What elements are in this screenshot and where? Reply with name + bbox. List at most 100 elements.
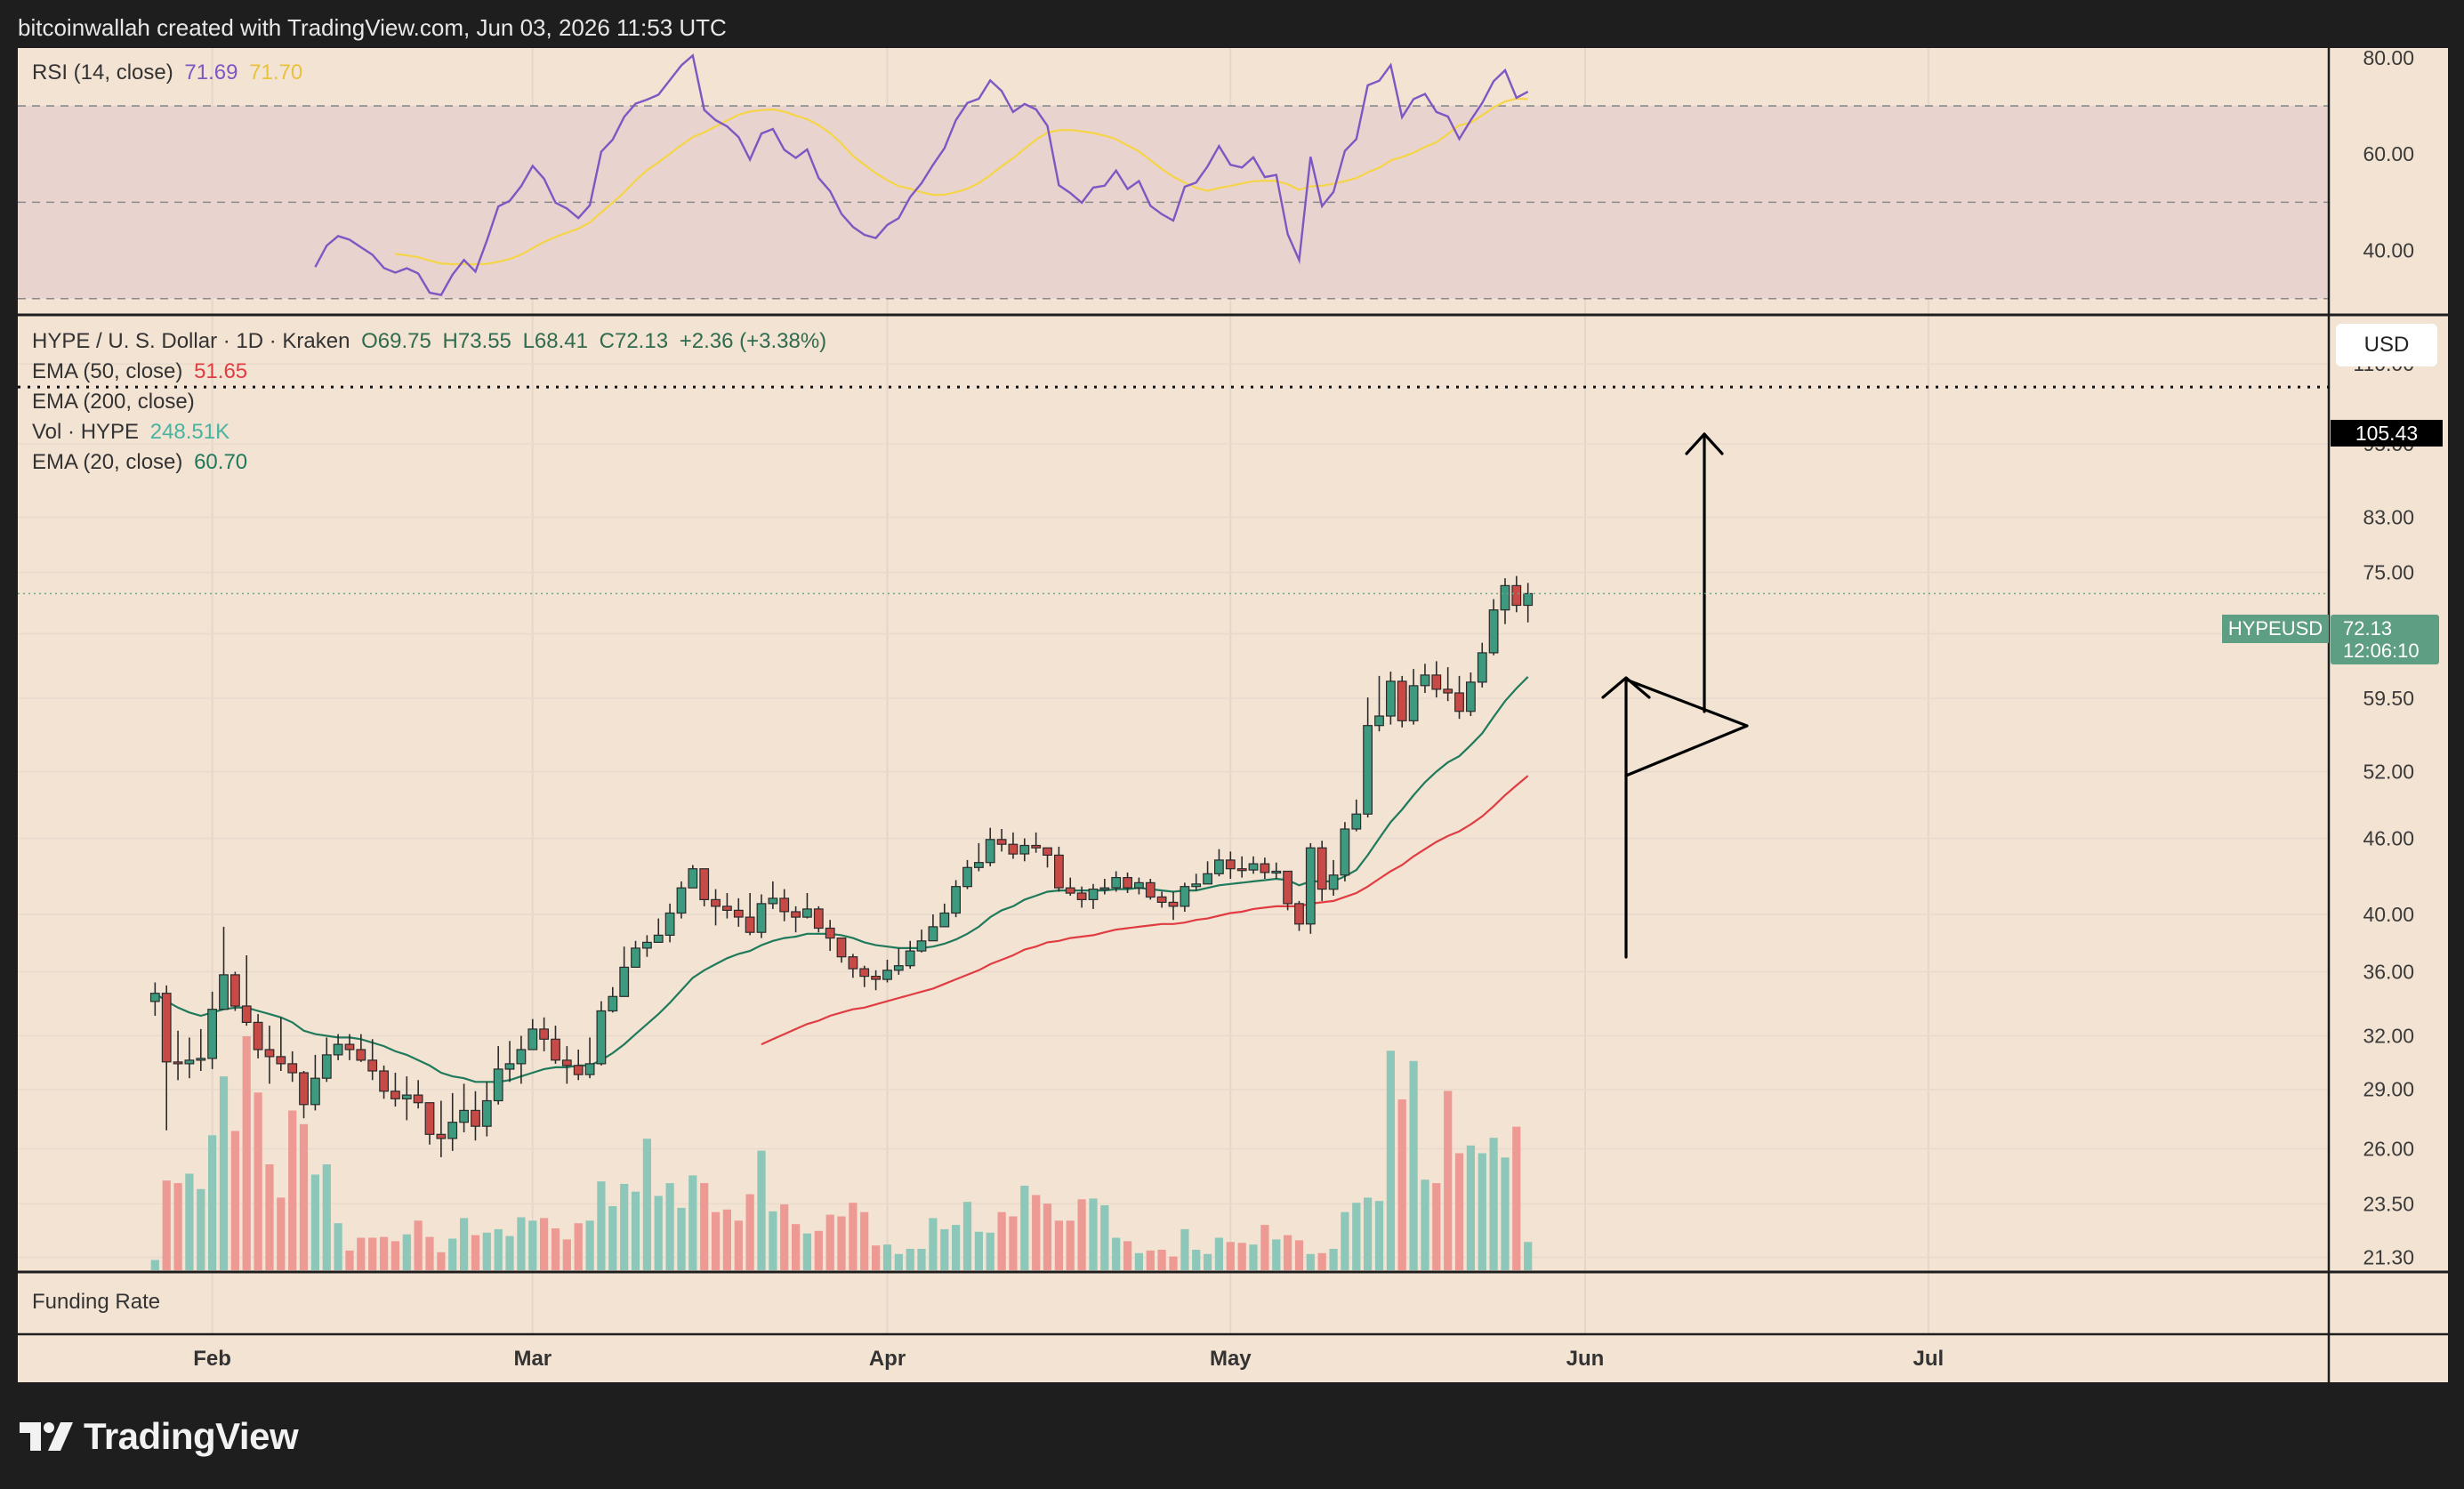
- volume-bar: [380, 1236, 389, 1270]
- candle: [424, 1102, 435, 1145]
- rsi-ma-value: 71.70: [249, 60, 303, 85]
- candle-body: [1454, 692, 1464, 712]
- volume-bar: [1214, 1237, 1223, 1270]
- candle-body: [711, 898, 721, 907]
- volume-bar: [368, 1237, 377, 1270]
- candle: [344, 1034, 355, 1060]
- currency-selector[interactable]: USD: [2336, 324, 2437, 366]
- candles: [149, 575, 1534, 1157]
- candle-body: [1317, 847, 1327, 890]
- candle-body: [471, 1109, 480, 1127]
- rsi-tick-label: 40.00: [2363, 239, 2414, 262]
- candle: [631, 940, 640, 969]
- volume-bar: [299, 1123, 309, 1270]
- candle: [219, 926, 229, 1010]
- volume-bar: [414, 1220, 423, 1270]
- candle-body: [1374, 715, 1384, 727]
- candle-body: [1213, 859, 1224, 874]
- candle: [1488, 599, 1499, 656]
- volume-bar: [173, 1183, 182, 1270]
- volume-bar: [1432, 1183, 1441, 1270]
- candle-body: [653, 934, 664, 944]
- candle-body: [664, 912, 675, 936]
- candle-body: [264, 1049, 275, 1058]
- candle-body: [391, 1091, 400, 1099]
- candle: [1363, 697, 1373, 817]
- candle: [264, 1026, 275, 1084]
- volume-bar: [277, 1197, 286, 1270]
- volume-bar: [288, 1110, 297, 1270]
- candle-body: [973, 862, 984, 868]
- volume-bar: [837, 1216, 846, 1270]
- price-tick-label: 36.00: [2363, 961, 2414, 984]
- candle: [1465, 672, 1476, 716]
- candle-body: [504, 1063, 515, 1070]
- candle-body: [447, 1122, 458, 1139]
- candle-body: [1123, 876, 1133, 889]
- candle: [230, 971, 240, 1011]
- candle: [310, 1054, 320, 1111]
- candle: [527, 1018, 538, 1050]
- volume-bar: [597, 1181, 606, 1270]
- candle: [1408, 669, 1419, 725]
- volume-bar: [1501, 1157, 1510, 1270]
- candle: [1076, 886, 1087, 908]
- date-tick-label: Apr: [869, 1347, 906, 1371]
- candle-body: [1008, 843, 1019, 855]
- candle-body: [608, 995, 618, 1012]
- candle-body: [836, 937, 847, 958]
- candle-body: [893, 965, 904, 971]
- volume-bar: [1306, 1253, 1315, 1270]
- volume-bar: [562, 1239, 571, 1270]
- volume-bar: [1180, 1228, 1189, 1270]
- candle: [447, 1092, 458, 1151]
- ema20-value: 60.70: [194, 450, 248, 474]
- candle-body: [1351, 813, 1362, 830]
- volume-bar: [1454, 1153, 1464, 1270]
- candle-body: [356, 1049, 366, 1061]
- volume-bar: [1112, 1237, 1121, 1270]
- volume-value: 248.51K: [149, 420, 230, 444]
- candle-body: [801, 908, 812, 918]
- candle: [996, 829, 1007, 852]
- rsi-tick-label: 60.00: [2363, 142, 2414, 165]
- candle-body: [1260, 863, 1270, 873]
- candle: [905, 940, 915, 970]
- price-tick-label: 32.00: [2363, 1025, 2414, 1048]
- ohlc-open: O69.75: [361, 329, 431, 353]
- candle: [391, 1073, 400, 1107]
- volume-bar: [745, 1194, 754, 1270]
- candle-body: [516, 1049, 527, 1065]
- candle-body: [882, 970, 892, 980]
- volume-bars: [150, 1036, 1533, 1270]
- volume-bar: [1466, 1145, 1475, 1270]
- candle: [1123, 872, 1133, 893]
- volume-bar: [425, 1236, 434, 1270]
- candle: [1351, 799, 1362, 832]
- volume-bar: [1226, 1242, 1235, 1270]
- candle-body: [962, 866, 972, 888]
- candle-body: [996, 839, 1007, 845]
- price-tick-label: 29.00: [2363, 1078, 2414, 1101]
- candle: [813, 905, 824, 933]
- ema50-label: EMA (50, close): [32, 359, 183, 383]
- volume-bar: [906, 1249, 914, 1270]
- candle: [539, 1017, 549, 1051]
- candle-body: [413, 1094, 423, 1104]
- candle-body: [436, 1133, 447, 1139]
- candle-body: [584, 1063, 595, 1075]
- candle-body: [939, 912, 950, 928]
- candle-body: [253, 1021, 263, 1050]
- volume-bar: [1192, 1250, 1201, 1270]
- candle: [207, 991, 218, 1069]
- volume-bar: [505, 1235, 514, 1270]
- candle: [1248, 856, 1259, 874]
- volume-bar: [197, 1188, 205, 1270]
- volume-bar: [1146, 1250, 1155, 1270]
- candle-body: [493, 1068, 503, 1102]
- candle-body: [459, 1109, 469, 1123]
- pattern-drawing: [1601, 432, 1749, 959]
- volume-bar: [1134, 1252, 1143, 1270]
- volume-bar: [882, 1244, 892, 1270]
